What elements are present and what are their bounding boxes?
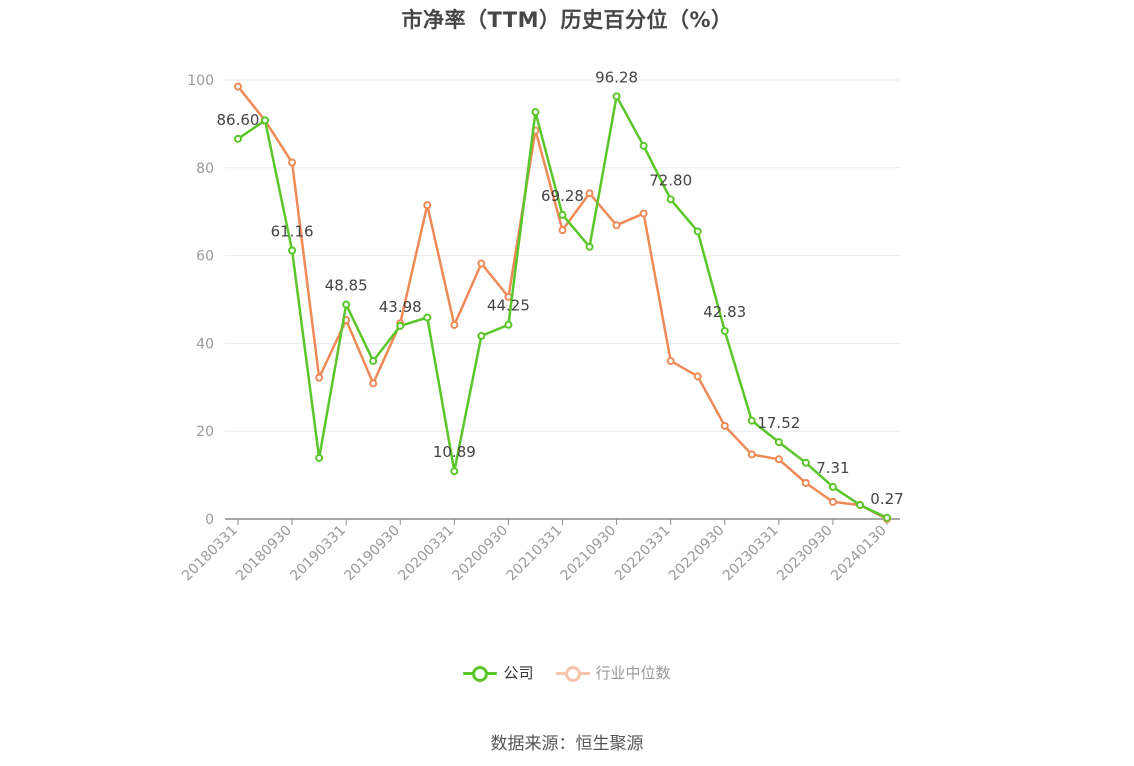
data-label-company: 10.89 xyxy=(433,443,476,461)
data-point-company xyxy=(828,482,837,491)
data-label-company: 17.52 xyxy=(757,414,800,432)
data-point-industry-median xyxy=(801,479,810,488)
y-tick-label: 60 xyxy=(196,249,214,265)
data-point-industry-median xyxy=(450,320,459,329)
x-tick-label: 20220930 xyxy=(666,523,728,585)
data-label-company: 43.98 xyxy=(379,298,422,316)
series-line-company xyxy=(236,95,889,520)
data-label-company: 61.16 xyxy=(271,223,314,241)
legend-swatch-company-icon xyxy=(463,665,498,682)
data-point-company xyxy=(612,92,621,101)
x-tick-label: 20220331 xyxy=(612,523,674,585)
x-tick-label: 20210930 xyxy=(558,523,620,585)
legend-label-industry-median: 行业中位数 xyxy=(595,664,671,682)
data-point-industry-median xyxy=(747,450,756,459)
series-line-industry-median xyxy=(236,85,889,521)
data-point-industry-median xyxy=(585,189,594,198)
data-point-company xyxy=(234,134,242,143)
legend: 公司 行业中位数 xyxy=(0,662,1134,683)
data-point-company xyxy=(288,246,297,255)
data-point-industry-median xyxy=(288,158,297,167)
data-point-company xyxy=(693,227,702,236)
data-label-company: 69.28 xyxy=(541,187,584,205)
data-point-company xyxy=(558,210,567,219)
legend-swatch-industry-icon xyxy=(555,665,590,682)
data-point-industry-median xyxy=(693,372,702,381)
data-point-industry-median xyxy=(369,379,378,388)
legend-item-industry-median[interactable]: 行业中位数 xyxy=(555,662,671,683)
legend-label-company: 公司 xyxy=(503,664,534,682)
data-source: 数据来源：恒生聚源 xyxy=(490,734,644,754)
data-label-company: 86.60 xyxy=(217,111,260,129)
y-tick-label: 0 xyxy=(205,512,214,528)
data-point-company xyxy=(639,141,648,150)
data-point-company xyxy=(585,242,594,251)
data-point-company xyxy=(801,458,810,467)
data-point-industry-median xyxy=(423,201,432,210)
data-point-industry-median xyxy=(612,221,621,230)
data-point-industry-median xyxy=(477,259,486,268)
data-point-company xyxy=(720,326,729,335)
y-tick-label: 80 xyxy=(196,161,214,177)
data-point-company xyxy=(531,108,540,117)
x-tick-label: 20200930 xyxy=(450,523,512,585)
data-label-company: 48.85 xyxy=(325,277,368,295)
x-tick-label: 20190930 xyxy=(341,523,403,585)
x-tick-label: 20180930 xyxy=(233,523,295,585)
data-point-company xyxy=(504,320,513,329)
data-point-company xyxy=(747,416,756,425)
data-point-industry-median xyxy=(558,226,567,235)
data-point-company xyxy=(423,313,432,322)
x-tick-label: 20190331 xyxy=(287,523,349,585)
data-point-industry-median xyxy=(774,455,783,464)
data-label-company: 96.28 xyxy=(595,68,638,86)
y-tick-label: 40 xyxy=(196,336,214,352)
x-tick-label: 20200331 xyxy=(395,523,457,585)
data-point-company xyxy=(450,467,459,476)
data-point-company xyxy=(666,195,675,204)
x-tick-label: 20230930 xyxy=(774,523,836,585)
x-tick-label: 20230331 xyxy=(720,523,782,585)
data-point-industry-median xyxy=(315,373,324,382)
data-label-company: 42.83 xyxy=(703,303,746,321)
data-point-industry-median xyxy=(234,82,242,91)
data-point-company xyxy=(774,438,783,447)
data-point-company xyxy=(261,116,270,125)
chart-title: 市净率（TTM）历史百分位（%） xyxy=(401,8,733,32)
data-point-company xyxy=(883,513,891,522)
data-point-company xyxy=(315,453,324,462)
data-point-industry-median xyxy=(666,356,675,365)
data-point-company xyxy=(855,500,864,509)
data-point-company xyxy=(477,331,486,340)
legend-item-company[interactable]: 公司 xyxy=(463,662,534,683)
x-tick-label: 20240130 xyxy=(828,523,890,585)
data-label-company: 44.25 xyxy=(487,297,530,315)
data-point-industry-median xyxy=(720,421,729,430)
data-label-company: 0.27 xyxy=(870,490,903,508)
data-point-industry-median xyxy=(639,209,648,218)
y-tick-label: 100 xyxy=(187,73,214,89)
data-point-industry-median xyxy=(828,497,837,506)
data-point-company xyxy=(369,356,378,365)
x-tick-label: 20180331 xyxy=(179,523,241,585)
data-label-company: 7.31 xyxy=(816,459,849,477)
data-point-company xyxy=(342,300,351,309)
data-label-company: 72.80 xyxy=(649,171,692,189)
data-point-company xyxy=(396,321,405,330)
x-tick-label: 20210331 xyxy=(504,523,566,585)
y-tick-label: 20 xyxy=(196,424,214,440)
